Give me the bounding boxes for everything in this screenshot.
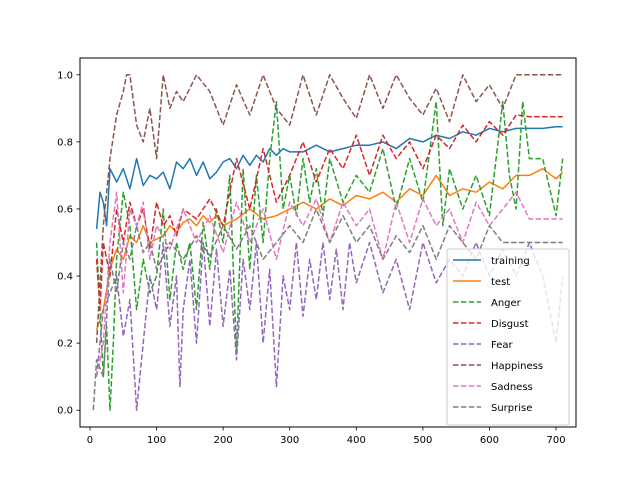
legend-label-surprise: Surprise bbox=[491, 403, 532, 414]
x-tick-label: 300 bbox=[280, 435, 299, 446]
legend-label-sadness: Sadness bbox=[491, 382, 533, 393]
series-line-training bbox=[95, 126, 563, 230]
legend-label-test: test bbox=[491, 277, 510, 288]
legend-label-anger: Anger bbox=[491, 298, 522, 309]
legend-label-disgust: Disgust bbox=[491, 319, 529, 330]
y-tick-label: 0.8 bbox=[57, 137, 73, 148]
x-tick-label: 100 bbox=[147, 435, 166, 446]
y-tick-label: 0.2 bbox=[57, 339, 73, 350]
y-axis: 0.0 0.2 0.4 0.6 0.8 1.0 bbox=[57, 70, 80, 417]
x-tick-label: 500 bbox=[413, 435, 432, 446]
series-layer bbox=[92, 74, 564, 411]
y-tick-label: 1.0 bbox=[57, 70, 73, 81]
y-tick-label: 0.6 bbox=[57, 204, 73, 215]
plot-frame bbox=[79, 57, 577, 428]
y-tick-label: 0.4 bbox=[57, 272, 73, 283]
series-line-disgust bbox=[95, 114, 563, 311]
legend: training test Anger Disgust Fear Happiness Sad… bbox=[446, 248, 570, 426]
x-tick-label: 400 bbox=[347, 435, 366, 446]
legend-label-fear: Fear bbox=[491, 340, 513, 351]
legend-label-happiness: Happiness bbox=[491, 361, 543, 372]
x-tick-label: 600 bbox=[480, 435, 499, 446]
x-axis: 0 100 200 300 400 500 600 700 bbox=[87, 427, 566, 446]
series-line-anger bbox=[95, 100, 564, 411]
x-tick-label: 200 bbox=[214, 435, 233, 446]
series-line-fear bbox=[95, 241, 564, 411]
series-line-sadness bbox=[95, 191, 563, 377]
y-tick-label: 0.0 bbox=[57, 406, 73, 417]
x-tick-label: 0 bbox=[87, 435, 93, 446]
x-tick-label: 700 bbox=[546, 435, 565, 446]
legend-label-training: training bbox=[491, 256, 530, 267]
legend-box bbox=[446, 248, 570, 426]
series-line-happiness bbox=[95, 74, 563, 344]
